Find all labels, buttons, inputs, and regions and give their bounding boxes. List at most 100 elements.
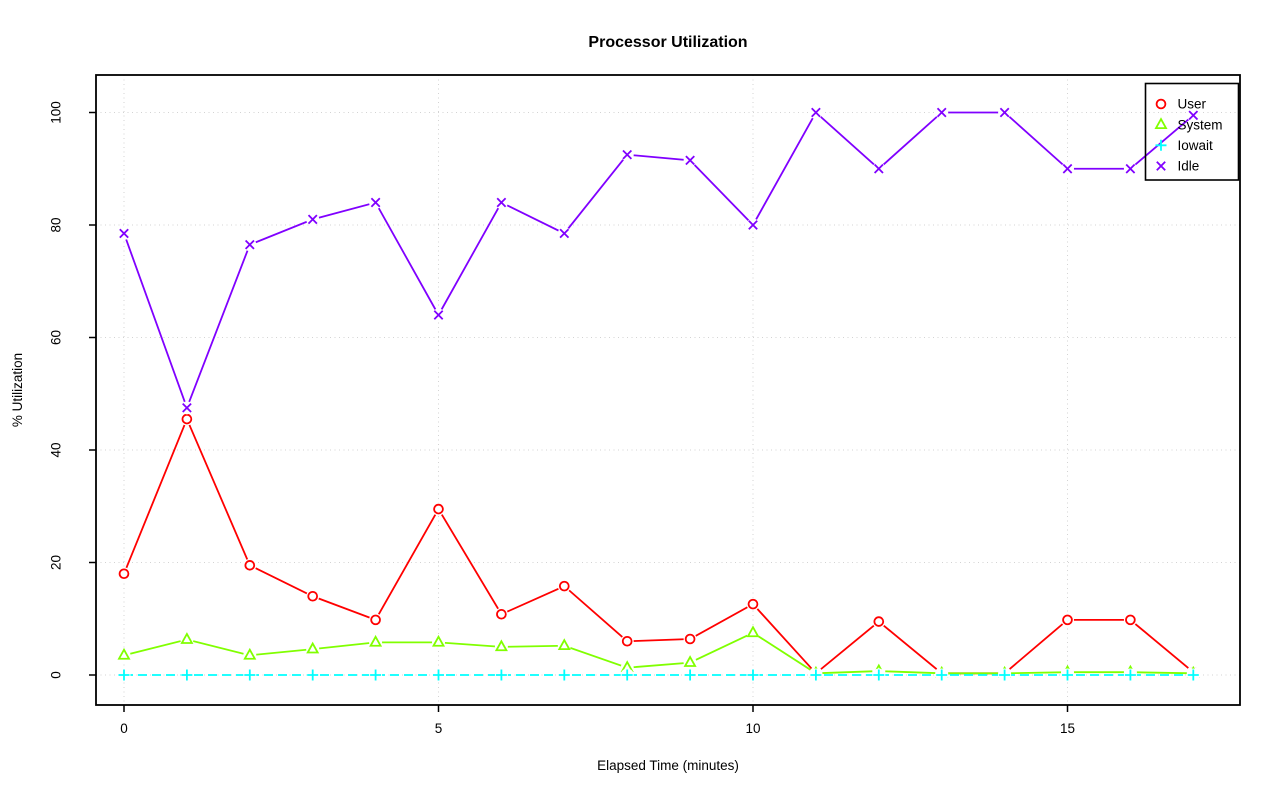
series-idle-marker: [811, 107, 821, 118]
legend-marker-system-icon: [1154, 117, 1168, 129]
series-idle-marker: [559, 228, 570, 239]
series-user-marker: [873, 616, 885, 627]
series-idle-marker: [370, 197, 381, 208]
x-tick-label: 10: [745, 721, 760, 736]
series-idle-marker: [182, 402, 192, 413]
legend-label-user: User: [1178, 97, 1207, 112]
legend-box: [1144, 82, 1240, 181]
series-system-line: [123, 631, 1194, 675]
y-tick-label: 80: [49, 217, 64, 232]
gridlines: [96, 75, 1240, 705]
series-iowait-marker: [244, 669, 256, 681]
x-axis-label: Elapsed Time (minutes): [597, 758, 739, 773]
series-system-marker: [683, 655, 697, 667]
series-idle-marker: [748, 220, 758, 230]
series-iowait-marker: [1187, 669, 1199, 681]
series-iowait-marker: [873, 669, 885, 681]
series-iowait-marker: [999, 669, 1011, 681]
legend: User System Iowait Idle: [1144, 82, 1240, 181]
x-tick-label: 15: [1060, 721, 1075, 736]
series-iowait-marker: [558, 669, 570, 681]
series-iowait-marker: [433, 669, 444, 681]
series-user-marker: [1062, 614, 1073, 626]
series-iowait-marker: [684, 669, 696, 681]
series-system-marker: [306, 641, 320, 654]
chart-title: Processor Utilization: [588, 34, 747, 51]
axes: 0 5 10 15 0 20 40 60 80 100: [49, 101, 1076, 736]
series-iowait-marker: [621, 669, 633, 681]
y-axis-label: % Utilization: [10, 353, 25, 427]
legend-marker-user-icon: [1155, 98, 1167, 110]
series-user-marker: [496, 608, 507, 620]
series-system-marker: [369, 634, 383, 647]
series-iowait: [117, 668, 1200, 682]
series-system-marker: [431, 634, 446, 647]
series-user-line: [123, 416, 1194, 675]
legend-label-system: System: [1178, 117, 1223, 132]
plot-border: [95, 74, 1241, 706]
series-user-marker: [1125, 614, 1136, 626]
series-idle-marker: [685, 155, 695, 166]
legend-entry-system: System: [1154, 117, 1223, 132]
y-tick-label: 40: [49, 442, 64, 457]
series-system-marker: [494, 639, 508, 652]
legend-entry-iowait: Iowait: [1155, 138, 1214, 153]
series-idle-marker: [999, 107, 1010, 118]
y-tick-label: 100: [49, 101, 64, 124]
legend-entry-idle: Idle: [1156, 159, 1200, 174]
series-user-marker: [684, 633, 696, 645]
x-tick-label: 0: [120, 721, 128, 736]
series-user-marker: [747, 598, 759, 610]
series-user-marker: [433, 503, 444, 515]
series-user-marker: [181, 413, 193, 425]
series-system-marker: [117, 647, 131, 660]
series-idle-marker: [1188, 110, 1199, 121]
legend-marker-iowait-icon: [1155, 139, 1167, 151]
series-user-marker: [244, 560, 256, 571]
series-idle-marker: [496, 197, 507, 208]
series-system-marker: [557, 638, 571, 651]
series-idle-marker: [622, 149, 633, 160]
legend-marker-idle-icon: [1156, 161, 1166, 171]
legend-label-iowait: Iowait: [1178, 138, 1214, 153]
series-system-marker: [746, 625, 760, 638]
series-iowait-marker: [307, 669, 319, 681]
series-iowait-marker: [1124, 669, 1136, 681]
y-tick-label: 60: [49, 330, 64, 345]
series-system: [117, 625, 1200, 680]
plot-area: 0 5 10 15 0 20 40 60 80 100 User System Iowait Idle: [49, 74, 1241, 736]
series-iowait-marker: [810, 669, 822, 681]
series-user-marker: [621, 635, 633, 647]
x-tick-label: 5: [435, 721, 443, 736]
series-idle-marker: [873, 163, 884, 174]
series-user-marker: [118, 568, 130, 580]
series-idle-marker: [1062, 163, 1073, 174]
legend-label-idle: Idle: [1178, 159, 1200, 174]
series-iowait-marker: [370, 669, 382, 681]
series-iowait-marker: [936, 669, 948, 681]
series-idle-marker: [307, 214, 318, 225]
series-idle-marker: [433, 310, 444, 320]
series-user-marker: [558, 580, 570, 592]
y-tick-label: 0: [49, 671, 64, 679]
series-idle-marker: [936, 107, 947, 118]
series-user-marker: [370, 614, 381, 626]
series-idle-marker: [1125, 163, 1136, 174]
series-user-marker: [307, 590, 319, 602]
series-idle: [117, 106, 1200, 415]
series-user: [117, 412, 1200, 680]
series-system-marker: [243, 647, 257, 660]
series-iowait-marker: [1062, 669, 1073, 681]
series-idle-marker: [119, 228, 129, 239]
series-idle-line: [123, 111, 1194, 411]
series-iowait-marker: [495, 669, 507, 681]
series-iowait-marker: [181, 669, 193, 681]
series-idle-marker: [244, 239, 255, 250]
series-iowait-marker: [118, 669, 130, 681]
series-iowait-marker: [747, 669, 759, 681]
legend-entry-user: User: [1155, 97, 1207, 112]
series-system-marker: [180, 632, 194, 644]
y-tick-label: 20: [49, 555, 64, 570]
